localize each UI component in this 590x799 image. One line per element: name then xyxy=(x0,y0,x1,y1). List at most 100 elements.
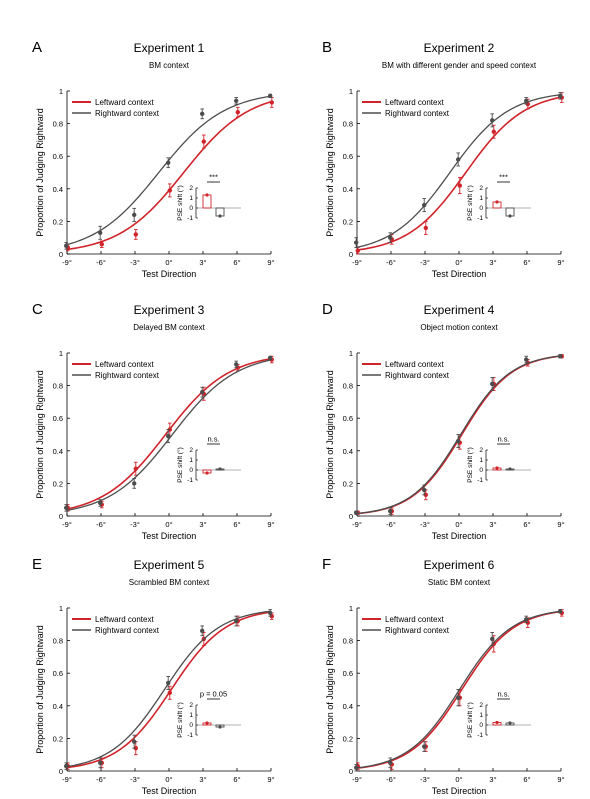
inset-y-tick-label: 1 xyxy=(189,195,193,202)
data-point xyxy=(268,93,273,99)
data-point xyxy=(98,760,103,766)
y-tick-label: 1 xyxy=(349,604,353,613)
panel-d: D Experiment 4 Object motion context 0 0.2 0.… xyxy=(322,301,565,541)
panel-letter: D xyxy=(322,301,333,318)
x-tick-label: -6° xyxy=(386,775,396,784)
data-point xyxy=(132,481,137,486)
x-tick-label: 6° xyxy=(523,258,530,267)
panel-e: E Experiment 5 Scrambled BM context 0 0.2 0.4… xyxy=(32,556,275,796)
inset-y-label: PSE shift (°) xyxy=(176,702,184,737)
data-point xyxy=(388,760,393,766)
inset-y-tick-label: 2 xyxy=(479,185,483,192)
data-point xyxy=(133,232,138,237)
x-axis-label: Test Direction xyxy=(432,269,487,279)
inset-y-tick-label: 2 xyxy=(189,185,193,192)
significance-label: n.s. xyxy=(207,435,219,444)
legend-label: Rightward context xyxy=(385,626,450,635)
x-tick-label: 9° xyxy=(267,775,274,784)
data-point xyxy=(234,618,239,624)
inset-point xyxy=(508,721,512,725)
y-tick-label: 0.8 xyxy=(343,120,353,129)
data-point xyxy=(201,139,206,144)
y-tick-label: 0.8 xyxy=(53,382,63,391)
inset-y-tick-label: -1 xyxy=(477,477,483,484)
data-point xyxy=(268,610,273,616)
x-tick-label: 0° xyxy=(165,520,172,529)
panel-letter: E xyxy=(32,556,42,573)
x-tick-label: 0° xyxy=(455,775,462,784)
x-tick-label: -3° xyxy=(130,775,140,784)
y-tick-label: 1 xyxy=(349,349,353,358)
data-point xyxy=(558,609,563,614)
y-tick-label: 0.2 xyxy=(53,217,63,226)
x-tick-label: -9° xyxy=(352,520,362,529)
significance-label: *** xyxy=(209,173,218,182)
inset-point xyxy=(218,214,222,218)
data-point xyxy=(269,100,274,105)
x-tick-label: -3° xyxy=(420,520,430,529)
legend-label: Leftward context xyxy=(95,615,154,624)
data-point xyxy=(524,617,529,622)
chart-subtitle: Static BM context xyxy=(428,578,491,587)
y-tick-label: 0.6 xyxy=(53,152,63,161)
y-tick-label: 0.2 xyxy=(343,734,353,743)
data-point xyxy=(354,765,359,770)
inset-y-tick-label: -1 xyxy=(187,732,193,739)
inset-y-tick-label: 0 xyxy=(189,722,193,729)
inset-y-tick-label: -1 xyxy=(477,215,483,222)
inset-point xyxy=(508,214,512,218)
y-axis-label: Proportion of Judging Rightward xyxy=(35,370,45,499)
x-tick-label: 9° xyxy=(267,258,274,267)
chart-title: Experiment 6 xyxy=(424,558,495,572)
inset-y-tick-label: 0 xyxy=(189,205,193,212)
y-tick-label: 0.8 xyxy=(343,637,353,646)
panel-letter: C xyxy=(32,301,43,318)
x-tick-label: 0° xyxy=(455,258,462,267)
x-tick-label: 3° xyxy=(199,520,206,529)
x-tick-label: -9° xyxy=(62,775,72,784)
data-point xyxy=(457,183,462,188)
data-point xyxy=(234,98,239,103)
panel-c: C Experiment 3 Delayed BM context 0 0.2 0.4 0.… xyxy=(32,301,275,541)
y-tick-label: 0.2 xyxy=(343,217,353,226)
data-point xyxy=(354,510,359,515)
panel-a: A Experiment 1 BM context 0 0.2 0.4 0.6 0.8 1 -9°… xyxy=(32,39,275,279)
x-tick-label: -6° xyxy=(96,775,106,784)
data-point xyxy=(63,763,69,769)
data-point xyxy=(99,242,105,247)
panel-b: B Experiment 2 BM with different gender an… xyxy=(322,39,565,279)
panel-letter: B xyxy=(322,39,332,56)
data-point xyxy=(354,240,359,245)
chart-subtitle: BM context xyxy=(149,61,190,70)
fit-curve-series-1 xyxy=(66,357,272,510)
y-tick-label: 0.8 xyxy=(53,637,63,646)
chart-title: Experiment 1 xyxy=(134,41,205,55)
x-tick-label: 6° xyxy=(523,775,530,784)
inset-y-tick-label: 1 xyxy=(479,457,483,464)
inset-y-tick-label: 1 xyxy=(479,195,483,202)
legend-label: Rightward context xyxy=(95,626,160,635)
y-tick-label: 0.2 xyxy=(53,479,63,488)
y-tick-label: 0 xyxy=(349,512,353,521)
data-point xyxy=(132,739,137,744)
data-point xyxy=(98,230,103,236)
inset-point xyxy=(205,471,209,475)
x-tick-label: -9° xyxy=(62,520,72,529)
significance-label: n.s. xyxy=(497,435,509,444)
y-tick-label: 0.4 xyxy=(343,702,353,711)
chart-subtitle: BM with different gender and speed conte… xyxy=(382,61,537,70)
data-point xyxy=(558,93,563,99)
x-tick-label: 3° xyxy=(489,775,496,784)
data-point xyxy=(524,357,529,362)
data-point xyxy=(456,438,461,444)
legend-label: Rightward context xyxy=(95,109,160,118)
x-tick-label: -3° xyxy=(130,258,140,267)
data-point xyxy=(200,111,205,117)
inset-point xyxy=(218,467,222,471)
inset-y-tick-label: 2 xyxy=(189,702,193,709)
x-tick-label: -6° xyxy=(96,258,106,267)
legend-label: Leftward context xyxy=(385,615,444,624)
inset-y-tick-label: 0 xyxy=(479,205,483,212)
data-point xyxy=(166,680,171,686)
data-point xyxy=(422,202,427,208)
